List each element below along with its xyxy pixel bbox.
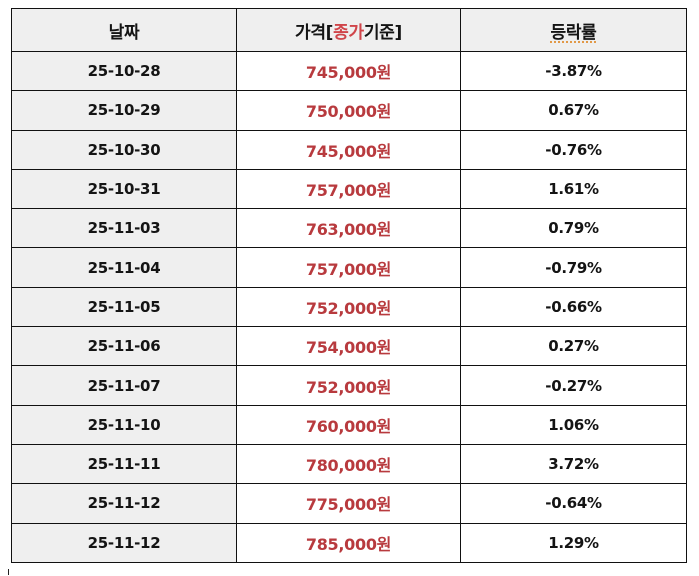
price-cell: 745,000원 xyxy=(236,129,461,170)
stock-price-table: 날짜 가격[종가기준] 등락률 25-10-28 745,000원 -3.87%… xyxy=(11,8,687,563)
rate-cell: 1.29% xyxy=(460,522,687,563)
price-cell: 752,000원 xyxy=(236,286,461,328)
price-cell: 757,000원 xyxy=(236,168,461,210)
date-cell: 25-11-10 xyxy=(11,404,237,445)
table-row: 25-11-10 760,000원 1.06% xyxy=(11,404,687,445)
price-cell: 757,000원 xyxy=(236,247,461,288)
rate-cell: 0.79% xyxy=(460,208,687,249)
rate-cell: 0.67% xyxy=(460,90,687,131)
date-cell: 25-11-06 xyxy=(11,326,237,367)
price-cell: 780,000원 xyxy=(236,443,461,485)
rate-cell: -0.27% xyxy=(460,365,687,406)
header-rate-label: 등락률 xyxy=(550,22,597,43)
price-cell: 775,000원 xyxy=(236,483,461,524)
date-cell: 25-11-11 xyxy=(11,443,237,485)
table-body: 25-10-28 745,000원 -3.87% 25-10-29 750,00… xyxy=(11,50,687,563)
table-row: 25-10-31 757,000원 1.61% xyxy=(11,168,687,210)
table-row: 25-11-12 785,000원 1.29% xyxy=(11,522,687,563)
rate-cell: -0.66% xyxy=(460,286,687,328)
rate-cell: -0.76% xyxy=(460,129,687,170)
rate-cell: 1.61% xyxy=(460,168,687,210)
date-cell: 25-10-28 xyxy=(11,50,237,92)
header-date-label: 날짜 xyxy=(108,22,140,43)
price-cell: 745,000원 xyxy=(236,50,461,92)
price-cell: 754,000원 xyxy=(236,326,461,367)
header-price-prefix: 가격[ xyxy=(295,22,334,43)
table-row: 25-11-04 757,000원 -0.79% xyxy=(11,247,687,288)
table-row: 25-11-07 752,000원 -0.27% xyxy=(11,365,687,406)
date-cell: 25-10-29 xyxy=(11,90,237,131)
table-header: 날짜 가격[종가기준] 등락률 xyxy=(11,8,687,52)
price-cell: 752,000원 xyxy=(236,365,461,406)
price-cell: 750,000원 xyxy=(236,90,461,131)
date-cell: 25-11-05 xyxy=(11,286,237,328)
header-price: 가격[종가기준] xyxy=(236,8,461,52)
rate-cell: 3.72% xyxy=(460,443,687,485)
table-row: 25-11-12 775,000원 -0.64% xyxy=(11,483,687,524)
table-row: 25-11-05 752,000원 -0.66% xyxy=(11,286,687,328)
header-rate: 등락률 xyxy=(460,8,687,52)
rate-cell: -3.87% xyxy=(460,50,687,92)
table-row: 25-11-03 763,000원 0.79% xyxy=(11,208,687,249)
rate-cell: -0.64% xyxy=(460,483,687,524)
rate-cell: 1.06% xyxy=(460,404,687,445)
date-cell: 25-11-12 xyxy=(11,522,237,563)
price-cell: 760,000원 xyxy=(236,404,461,445)
price-cell: 763,000원 xyxy=(236,208,461,249)
date-cell: 25-11-12 xyxy=(11,483,237,524)
table-row: 25-10-29 750,000원 0.67% xyxy=(11,90,687,131)
price-cell: 785,000원 xyxy=(236,522,461,563)
date-cell: 25-11-04 xyxy=(11,247,237,288)
header-price-highlight: 종가 xyxy=(333,22,364,43)
date-cell: 25-10-31 xyxy=(11,168,237,210)
date-cell: 25-10-30 xyxy=(11,129,237,170)
table-row: 25-11-06 754,000원 0.27% xyxy=(11,326,687,367)
date-cell: 25-11-03 xyxy=(11,208,237,249)
table-row: 25-10-28 745,000원 -3.87% xyxy=(11,50,687,92)
table-row: 25-11-11 780,000원 3.72% xyxy=(11,443,687,485)
rate-cell: -0.79% xyxy=(460,247,687,288)
header-row: 날짜 가격[종가기준] 등락률 xyxy=(11,8,687,52)
date-cell: 25-11-07 xyxy=(11,365,237,406)
table-row: 25-10-30 745,000원 -0.76% xyxy=(11,129,687,170)
rate-cell: 0.27% xyxy=(460,326,687,367)
header-date: 날짜 xyxy=(11,8,237,52)
header-price-suffix: 기준] xyxy=(363,22,402,43)
text-cursor-mark xyxy=(8,569,9,575)
